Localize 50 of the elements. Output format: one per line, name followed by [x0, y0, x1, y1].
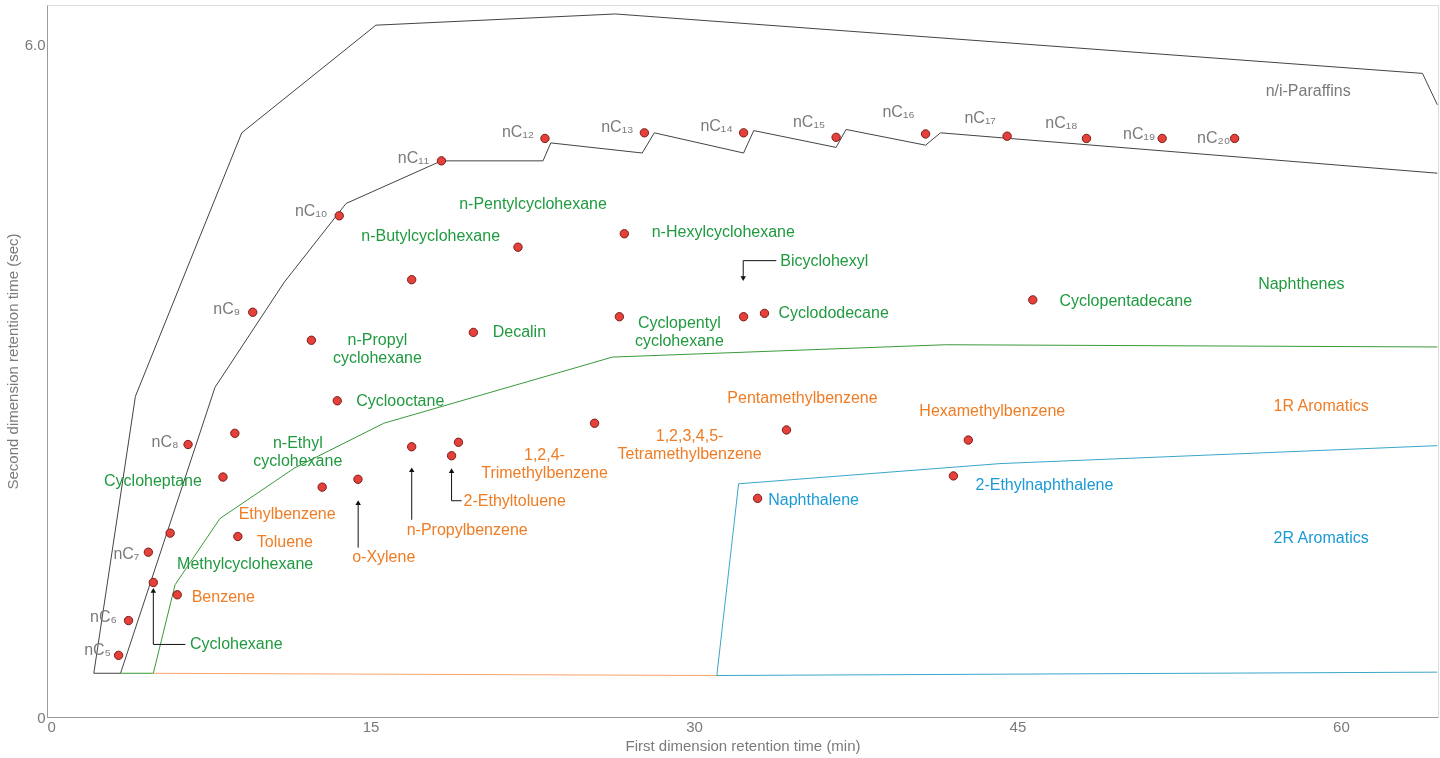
x-tick-label: 60 — [1333, 717, 1350, 735]
annotation: nC₇ — [113, 545, 140, 563]
annotation: Ethylbenzene — [238, 505, 336, 523]
annotation: Bicyclohexyl — [780, 251, 869, 269]
annotation: Methylcyclohexane — [177, 555, 314, 573]
annotation: nC₁₀ — [294, 201, 328, 219]
annotation: Decalin — [492, 323, 547, 341]
annotation: Cyclohexane — [190, 635, 283, 653]
annotation: 2-Ethyltoluene — [463, 491, 566, 509]
annotation: n-Pentylcyclohexane — [459, 195, 607, 213]
annotation: n-Butylcyclohexane — [361, 226, 501, 244]
annotation: nC₁₅ — [792, 113, 826, 131]
annotation: 2-Ethylnaphthalene — [975, 475, 1114, 493]
annotation: nC₂₀ — [1196, 129, 1231, 147]
annotation: nC₁₈ — [1045, 114, 1078, 132]
annotation: nC₁₇ — [964, 109, 996, 127]
annotation: Naphthalene — [768, 491, 860, 509]
annotation: n/i-Paraffins — [1265, 82, 1351, 100]
annotation: Toluene — [256, 533, 313, 551]
x-axis-title: First dimension retention time (min) — [625, 736, 861, 754]
annotation: Cyclopentyl cyclohexane — [634, 313, 724, 349]
annotation: n-Propyl cyclohexane — [332, 331, 422, 367]
annotation: nC₁₁ — [397, 148, 430, 166]
y-axis-title: Second dimension retention time (sec) — [3, 233, 21, 490]
annotation: 1,2,3,4,5- Tetramethylbenzene — [617, 427, 762, 463]
annotation: nC₁₄ — [700, 116, 733, 134]
annotation: nC₉ — [213, 300, 241, 318]
annotation: n-Propylbenzene — [406, 520, 528, 538]
annotation: nC₁₃ — [601, 117, 634, 135]
annotation: nC₁₆ — [882, 102, 915, 120]
annotation: Benzene — [191, 587, 255, 605]
annotation: nC₁₂ — [501, 123, 534, 141]
annotation: o-Xylene — [352, 547, 416, 565]
annotation: nC₁₉ — [1123, 125, 1156, 143]
annotation: n-Hexylcyclohexane — [651, 222, 796, 240]
x-tick-label: 45 — [1009, 717, 1027, 735]
annotation: Cycloheptane — [104, 472, 202, 490]
annotation: Cyclopentadecane — [1059, 291, 1193, 309]
x-tick-label: 30 — [686, 717, 703, 735]
y-tick-label: 6.0 — [24, 35, 46, 53]
annotation: Hexamethylbenzene — [919, 402, 1066, 420]
annotation: Naphthenes — [1258, 275, 1345, 293]
annotation: 2R Aromatics — [1273, 528, 1369, 546]
annotation: 1,2,4- Trimethylbenzene — [481, 446, 608, 482]
annotation: Cyclododecane — [778, 304, 889, 322]
annotation: Pentamethylbenzene — [727, 388, 878, 406]
annotation: nC₈ — [151, 432, 179, 450]
annotation: Cyclooctane — [356, 391, 445, 409]
x-tick-label: 15 — [362, 717, 380, 735]
annotation: 1R Aromatics — [1273, 397, 1369, 415]
